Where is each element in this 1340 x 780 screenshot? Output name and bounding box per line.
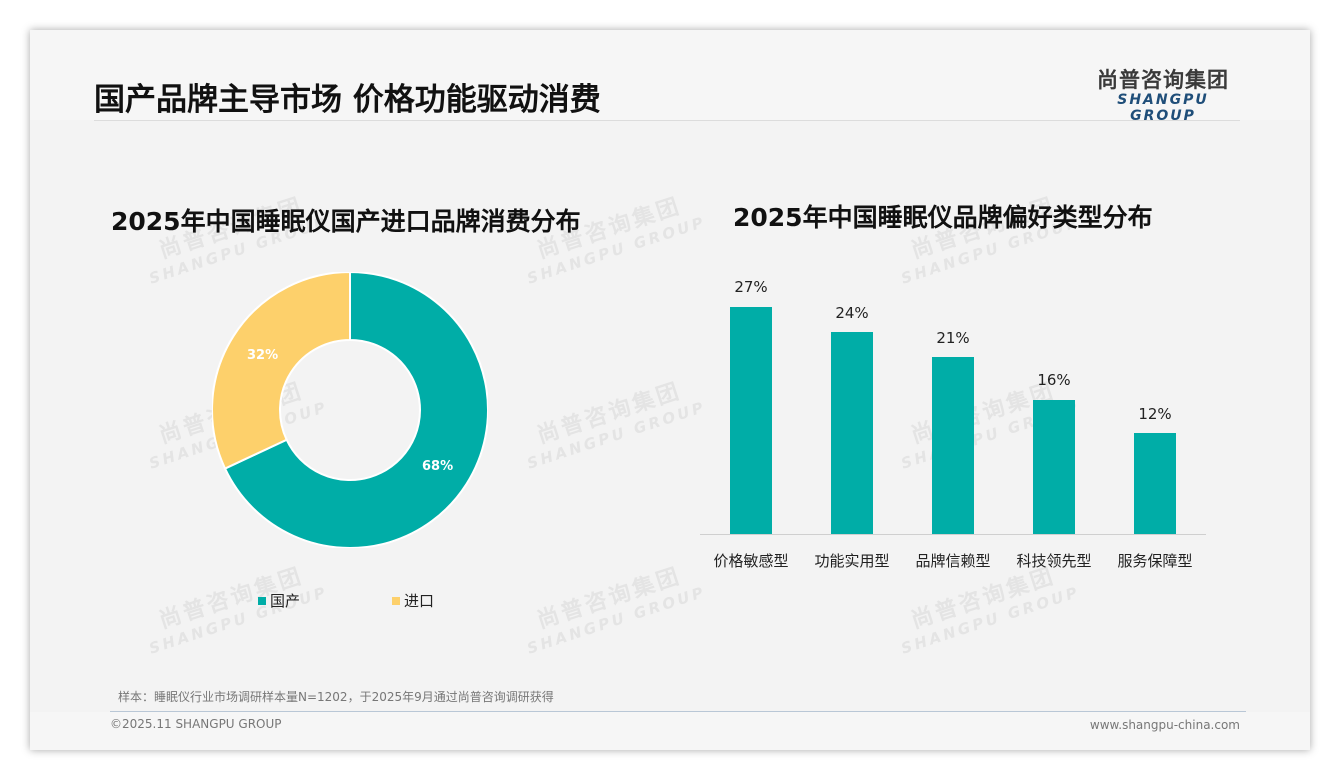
donut-chart-title: 2025年中国睡眠仪国产进口品牌消费分布	[111, 207, 581, 236]
donut-label-domestic: 68%	[422, 459, 454, 474]
bar-service-guarantee[interactable]	[1134, 433, 1176, 534]
bar-value-label: 27%	[734, 278, 768, 296]
sample-note: 样本：睡眠仪行业市场调研样本量N=1202，于2025年9月通过尚普咨询调研获得	[118, 690, 554, 704]
x-axis-line	[700, 534, 1206, 535]
x-axis-label: 品牌信赖型	[915, 552, 991, 570]
title-divider	[94, 120, 1240, 121]
bar-chart: 27% 24% 21% 16% 12% 价格敏感型 功能实用型 品牌信赖型 科技…	[700, 270, 1206, 580]
donut-slice-import[interactable]	[211, 270, 351, 470]
donut-label-import: 32%	[247, 348, 279, 363]
legend-item-domestic: 国产	[258, 590, 300, 611]
bar-value-label: 21%	[936, 329, 970, 347]
bar-function-practical[interactable]	[831, 332, 873, 534]
legend-swatch-teal	[258, 596, 266, 605]
legend-label: 进口	[404, 592, 435, 610]
footer-band	[30, 712, 1310, 750]
logo-text-cn: 尚普咨询集团	[1097, 68, 1229, 92]
website-link[interactable]: www.shangpu-china.com	[1089, 718, 1240, 732]
logo-text-en: SHANGPU GROUP	[1117, 92, 1209, 124]
x-axis-label: 功能实用型	[814, 552, 890, 570]
donut-slice-domestic[interactable]	[223, 270, 489, 549]
legend-label: 国产	[270, 592, 301, 610]
bar-value-label: 24%	[835, 304, 869, 322]
page-title: 国产品牌主导市场 价格功能驱动消费	[94, 82, 601, 118]
header-band	[30, 30, 1310, 120]
x-axis-label: 价格敏感型	[713, 552, 789, 570]
donut-chart: 32% 68%	[211, 270, 489, 549]
bar-tech-leading[interactable]	[1033, 400, 1075, 534]
legend-swatch-yellow	[392, 596, 400, 605]
footer-divider	[110, 711, 1246, 712]
x-axis-label: 科技领先型	[1016, 552, 1092, 570]
bar-brand-trust[interactable]	[932, 357, 974, 534]
slide: 国产品牌主导市场 价格功能驱动消费 尚普咨询集团 SHANGPU GROUP 尚…	[30, 30, 1310, 750]
bar-value-label: 12%	[1138, 405, 1172, 423]
bar-price-sensitive[interactable]	[730, 307, 772, 534]
donut-chart-svg	[211, 270, 489, 549]
bar-chart-title: 2025年中国睡眠仪品牌偏好类型分布	[733, 203, 1153, 232]
bar-value-label: 16%	[1037, 371, 1071, 389]
copyright-text: ©2025.11 SHANGPU GROUP	[110, 717, 282, 731]
legend-item-import: 进口	[392, 590, 434, 611]
company-logo: 尚普咨询集团 SHANGPU GROUP	[1088, 64, 1238, 124]
x-axis-label: 服务保障型	[1117, 552, 1193, 570]
